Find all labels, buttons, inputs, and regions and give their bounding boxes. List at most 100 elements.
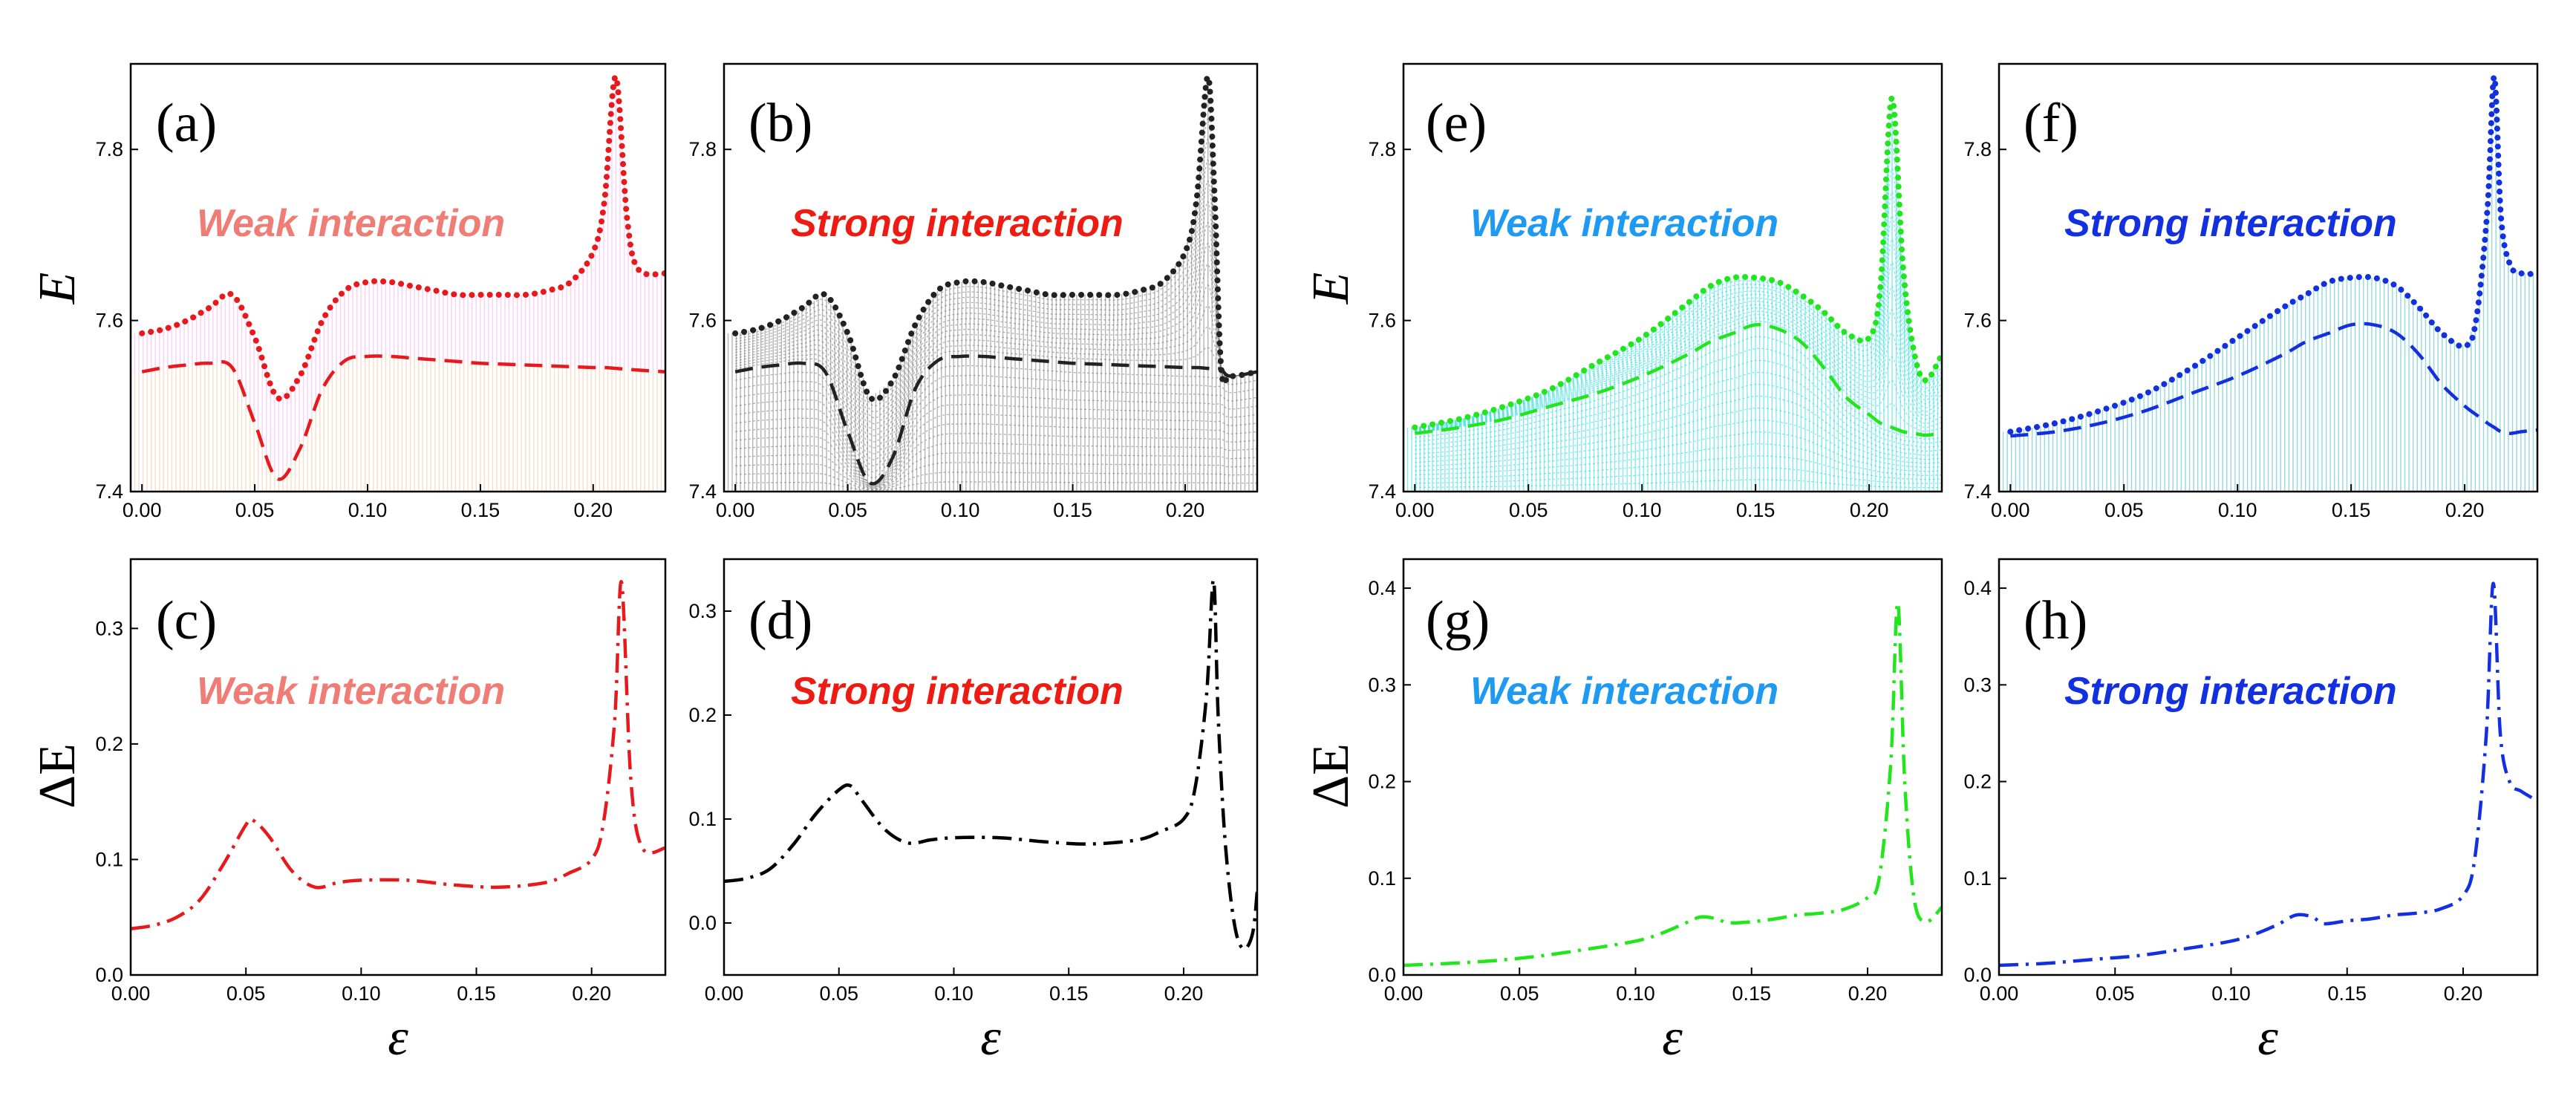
panel-b-series-lower: [734, 354, 1257, 486]
panel-d-ticks: 0.00 0.05 0.10 0.15 0.20 0.0 0.1 0.2 0.3: [688, 600, 1203, 1005]
panel-g-xlabel: ε: [1662, 1009, 1683, 1066]
panel-h: 0.00 0.05 0.10 0.15 0.200.00.10.20.30.4 (h) …: [1963, 558, 2539, 1066]
panel-g-frame: [1402, 558, 1943, 976]
panel-g-label: (g): [1426, 590, 1490, 651]
panel-d-xtick-label: 0.00: [705, 982, 744, 1005]
panel-d-frame: [723, 558, 1259, 976]
panel-e-fill-contour: [1415, 307, 1942, 432]
panel-b-fill-contour: [734, 374, 1257, 486]
panel-f-series-lower: [2010, 322, 2537, 438]
panel-e-fill-contour: [1415, 215, 1942, 431]
panel-c-xtick-label: 0.00: [111, 982, 151, 1005]
panel-h-annotation: Strong interaction: [2064, 670, 2397, 713]
panel-g-xtick-label: 0.20: [1848, 982, 1888, 1005]
panel-b-fill-contour: [734, 222, 1257, 443]
panel-b-fill-contour: [734, 326, 1257, 472]
panel-e-fill-contour: [1415, 238, 1942, 431]
panel-c-annotation: Weak interaction: [197, 670, 505, 713]
panel-c-series: [131, 580, 665, 931]
panel-f-frame: [1998, 62, 2539, 493]
panel-f-series-upper: [2007, 74, 2537, 435]
panel-g-ytick-label: 0.0: [1368, 964, 1396, 986]
panel-b-fill-contour: [735, 462, 1257, 491]
panel-f-xtick-label: 0.05: [2104, 499, 2144, 521]
panel-e-xtick-label: 0.10: [1623, 499, 1662, 521]
panel-f-label: (f): [2024, 93, 2078, 154]
panel-g-series-delta: [1403, 601, 1942, 968]
panel-g-ytick-label: 0.4: [1368, 577, 1396, 599]
panel-c-series-delta: [131, 580, 665, 931]
panel-g-ylabel: ΔE: [1302, 743, 1360, 809]
panel-c-frame: [129, 558, 667, 976]
panel-f-ytick-label: 7.4: [1963, 480, 1992, 503]
panel-f-xtick-label: 0.15: [2332, 499, 2371, 521]
panel-g-ticks: 0.00 0.05 0.10 0.15 0.20 0.0 0.1 0.2 0.3 0.4: [1368, 577, 1887, 1005]
panel-d-xtick-label: 0.15: [1049, 982, 1089, 1005]
panel-h-ytick-label: 0.1: [1963, 867, 1992, 890]
panel-f: 0.00 0.05 0.10 0.15 0.20 7.4 7.6 7.8 (f) Strong…: [1963, 62, 2539, 521]
panel-d-series-delta: [724, 578, 1257, 951]
panel-e-ylabel: E: [1302, 273, 1360, 305]
panel-e-fill-contour: [1415, 443, 1942, 476]
panel-h-series-delta: [1999, 581, 2537, 968]
panel-b-series-upper: [732, 74, 1257, 403]
panel-d-ytick-label: 0.2: [688, 704, 717, 726]
panel-b-fill-contour: [735, 452, 1257, 490]
panel-c-ytick-label: 0.0: [95, 964, 123, 986]
panel-g-xtick-label: 0.00: [1384, 982, 1424, 1005]
panel-g-ytick-label: 0.1: [1368, 867, 1396, 890]
panel-e-fill-contour: [1415, 314, 1942, 433]
panel-e-ytick-label: 7.4: [1368, 480, 1396, 503]
panel-e-xtick-label: 0.00: [1395, 499, 1435, 521]
panel-b-ticks: 0.00 0.05 0.10 0.15 0.20 7.4 7.6 7.8: [688, 138, 1204, 521]
panel-b-ytick-label: 7.8: [688, 138, 717, 160]
panel-h-series: [1999, 581, 2537, 968]
panel-h-xlabel: ε: [2257, 1009, 2278, 1066]
panel-b-fill-contour: [734, 117, 1257, 413]
panel-b-fill-contour: [735, 384, 1257, 486]
panel-e-fill-contour: [1415, 420, 1942, 469]
panel-b-xtick-label: 0.00: [716, 499, 755, 521]
panel-g-ytick-label: 0.2: [1368, 771, 1396, 793]
panel-d-xtick-label: 0.05: [819, 982, 858, 1005]
panel-d-ytick-label: 0.1: [688, 808, 717, 830]
panel-c: 0.00 0.05 0.10 0.15 0.20 0.0 0.1 0.2 0.3 (c) Wea…: [29, 558, 667, 1066]
panel-h-ticks: 0.00 0.05 0.10 0.15 0.20 0.0 0.1 0.2 0.3 0.4: [1963, 577, 2482, 1005]
panel-b-fill-contour: [734, 138, 1257, 419]
panel-a-xtick-label: 0.20: [574, 499, 613, 521]
panel-d-label: (d): [749, 590, 812, 651]
panel-g-xtick-label: 0.15: [1732, 982, 1771, 1005]
panel-d-series: [724, 578, 1257, 951]
panel-e-fill: [1403, 102, 1942, 492]
panel-a: 0.00 0.05 0.10 0.15 0.20 7.4 7.6 7.8 (a) Weak i…: [29, 62, 667, 521]
panel-a-ylabel: E: [29, 273, 86, 305]
panel-a-series-upper: [139, 74, 665, 402]
panel-e-fill-contour: [1415, 310, 1942, 432]
panel-b-xtick-label: 0.20: [1166, 499, 1205, 521]
panel-b-fill-contour: [734, 200, 1257, 437]
panel-e: 0.00 0.05 0.10 0.15 0.20 7.4 7.6 7.8 (e) Weak i…: [1302, 62, 1943, 521]
panel-a-frame: [129, 62, 667, 493]
panel-e-series-lower: [1414, 322, 1942, 437]
panel-f-ticks: 0.00 0.05 0.10 0.15 0.20 7.4 7.6 7.8: [1963, 138, 2484, 521]
panel-f-xtick-label: 0.20: [2445, 499, 2485, 521]
panel-c-xtick-label: 0.05: [226, 982, 266, 1005]
panel-f-xtick-label: 0.00: [1991, 499, 2030, 521]
panel-c-ticks: 0.00 0.05 0.10 0.15 0.20 0.0 0.1 0.2 0.3: [95, 617, 611, 1005]
panel-a-xtick-label: 0.00: [123, 499, 162, 521]
panel-a-xtick-label: 0.15: [461, 499, 500, 521]
panel-h-xtick-label: 0.15: [2327, 982, 2367, 1005]
panel-g: 0.00 0.05 0.10 0.15 0.200.00.10.20.30.4 (g) …: [1302, 558, 1943, 1066]
panel-b-fill-contour: [735, 394, 1257, 487]
panel-e-label: (e): [1426, 93, 1487, 154]
panel-c-xlabel: ε: [388, 1009, 408, 1066]
panel-b-xtick-label: 0.05: [828, 499, 867, 521]
panel-g-series: [1403, 601, 1942, 968]
panel-b-ytick-label: 7.6: [688, 310, 717, 332]
panel-a-fill: [131, 79, 665, 492]
panel-e-xtick-label: 0.20: [1850, 499, 1889, 521]
panel-h-xtick-label: 0.00: [1980, 982, 2019, 1005]
panel-b-fill-contour: [734, 243, 1257, 448]
panel-b-annotation: Strong interaction: [791, 202, 1124, 245]
